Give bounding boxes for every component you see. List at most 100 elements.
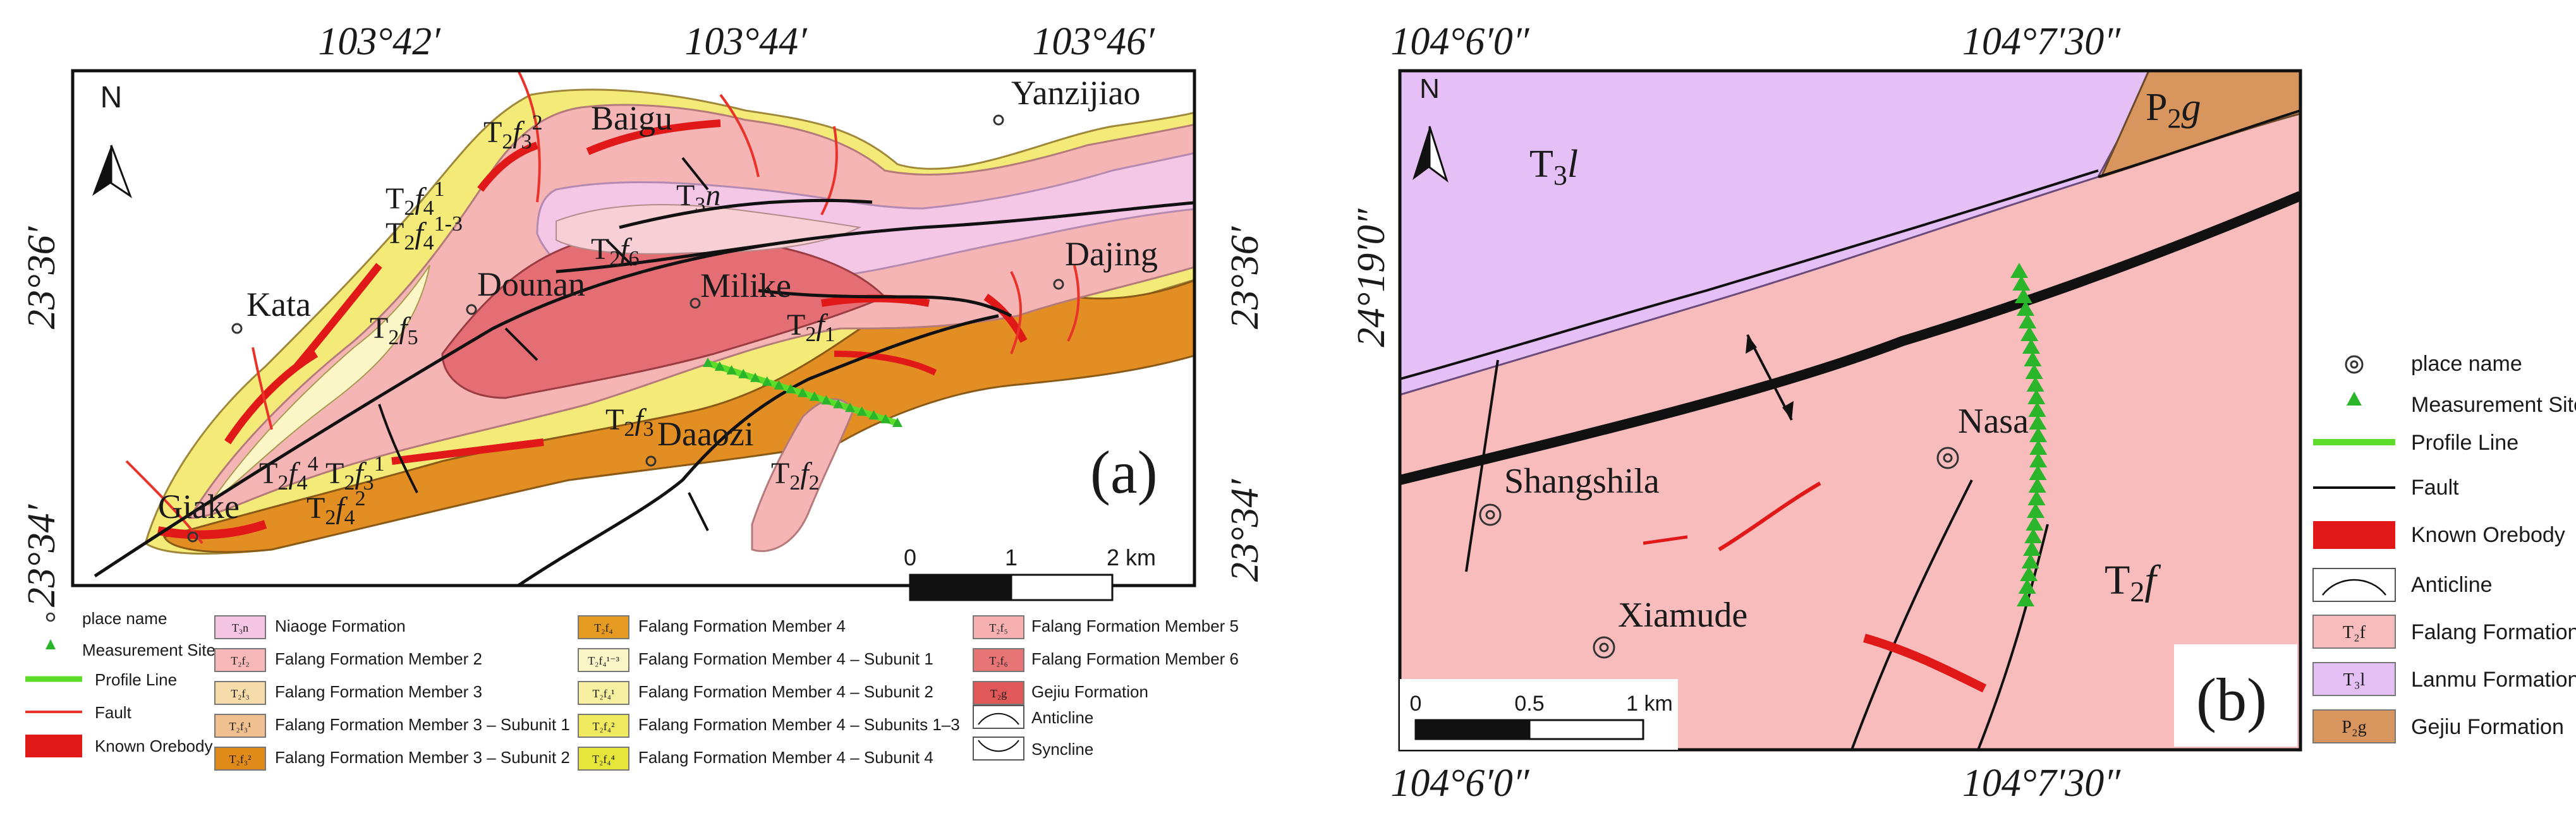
legend-item-label: Gejiu Formation: [1031, 682, 1148, 701]
scale-tick-b-2: 1 km: [1626, 692, 1673, 716]
legend-swatch-code: T₂f₄¹: [593, 687, 615, 700]
scale-bar-b: 0 0.5 1 km: [1410, 692, 1673, 740]
unit-label-t2f4-1: T2f41: [386, 177, 445, 220]
place-milike: Milike: [700, 267, 791, 304]
major-fault-b: [1400, 191, 2300, 485]
measurement-sites-a: [703, 358, 902, 427]
measurement-site-marker: [714, 361, 725, 371]
map-frame-b: [1398, 69, 2302, 752]
legend-swatch-code: T₃l: [2343, 670, 2366, 690]
measurement-site-marker: [774, 380, 784, 390]
place-kata: Kata: [246, 286, 311, 323]
legend-item-label: Falang Formation Member 4: [638, 616, 846, 635]
legend-swatch: [973, 648, 1024, 672]
place-nasa: Nasa: [1958, 402, 2029, 441]
legend-item-label: Niaoge Formation: [275, 616, 406, 635]
unit-label-t2f3-2: T2f32: [483, 111, 543, 153]
measurement-site-marker: [2020, 566, 2038, 581]
measurement-site-marker: [2021, 553, 2039, 568]
legend-item-label: Falang Formation Member 6: [1031, 649, 1239, 668]
scale-box-a: [860, 436, 1188, 580]
legend-swatch: [578, 648, 629, 672]
measurement-site-marker: [2022, 339, 2040, 354]
legend-item-label: Falang Formation: [2411, 620, 2576, 644]
legend-b: T₂f Falang Formation T₃l Lanmu Formation P₂g…: [2312, 352, 2576, 743]
panel-label-a: (a): [1090, 438, 1158, 506]
legend-swatch-code: T₂f₃²: [229, 753, 252, 766]
measurement-site-marker: [821, 395, 832, 405]
legend-item-label: Falang Formation Member 4 – Subunit 4: [638, 748, 933, 767]
legend-swatch: [578, 714, 629, 738]
measurement-site-marker: [2029, 440, 2048, 455]
measurement-site-marker: [880, 414, 891, 424]
legend-a-measurement-site: Measurement Site: [82, 641, 216, 659]
unit-label-t3n: T3n: [676, 179, 720, 217]
legend-swatch: [973, 615, 1024, 639]
measurement-site-marker: [703, 358, 713, 367]
north-arrow-a: N: [92, 81, 133, 198]
anticline-axis-b: [1746, 334, 1793, 421]
measurement-site-marker: [2029, 427, 2047, 442]
scale-tick-a-0: 0: [904, 544, 916, 570]
top-coord-a-3: 103°46′: [1032, 20, 1155, 63]
place-marker: [690, 298, 701, 309]
measurement-site-marker: [892, 418, 902, 427]
legend-swatch-code: T₂f₄: [594, 622, 613, 634]
legend-swatch: [214, 747, 266, 771]
legend-swatch-code: T₂g: [990, 687, 1007, 700]
place-shangshila: Shangshila: [1504, 462, 1660, 501]
place-marker: [645, 455, 657, 467]
left-coord-b: 24°19′0″: [1350, 208, 1393, 347]
measurement-site-icon: [46, 639, 56, 649]
panel-a-map: 103°42′ 103°44′ 103°46′ 23°36′ 23°34′ 23…: [20, 20, 1267, 607]
north-label-b: N: [1419, 73, 1440, 104]
legend-item-label: Falang Formation Member 2: [275, 649, 482, 668]
legend-swatch-code: T₂f₆: [989, 654, 1008, 667]
measurement-site-marker: [2028, 402, 2046, 417]
measurement-site-marker: [738, 368, 749, 378]
unit-label-t3l: T3l: [1529, 143, 1578, 191]
north-label-a: N: [100, 81, 123, 114]
measurement-site-marker: [750, 372, 760, 382]
place-marker: [1479, 503, 1502, 526]
measurement-site-marker: [726, 364, 737, 375]
measurement-site-marker: [2014, 288, 2032, 303]
place-yanzijiao: Yanzijiao: [1011, 74, 1141, 112]
top-coord-b-1: 104°6′0″: [1390, 20, 1529, 63]
measurement-site-marker: [2026, 515, 2044, 531]
measurement-site-marker: [786, 383, 796, 394]
legend-a-syncline: Syncline: [1031, 740, 1093, 759]
measurement-site-marker: [2018, 579, 2036, 594]
legend-b-measurement-site: Measurement Site: [2411, 393, 2576, 417]
place-daaozi: Daaozi: [657, 415, 754, 453]
legend-swatch: [578, 747, 629, 771]
legend-item-label: Falang Formation Member 4 – Subunits 1–3: [638, 715, 960, 734]
unit-label-t2f4-4: T2f44: [259, 452, 319, 495]
unit-label-p2g: P2g: [2146, 86, 2201, 134]
right-coord-a-1: 23°36′: [1224, 226, 1267, 329]
panel-b-map: 104°6′0″ 104°7′30″ 104°6′0″ 104°7′30″ 24…: [1350, 20, 2302, 805]
legend-b-units: T₂f Falang Formation T₃l Lanmu Formation P₂g…: [2312, 615, 2576, 743]
top-coord-a-2: 103°44′: [684, 20, 808, 63]
legend-b-known-orebody: Known Orebody: [2411, 523, 2565, 547]
place-dounan: Dounan: [477, 265, 585, 303]
anticline-icon: [2312, 568, 2396, 602]
measurement-site-marker: [2029, 465, 2047, 480]
legend-item-label: Falang Formation Member 4 – Subunit 1: [638, 649, 933, 668]
lanmu-formation-area: [1400, 71, 2156, 396]
measurement-site-marker: [2017, 301, 2035, 316]
bottom-coord-b-2: 104°7′30″: [1962, 762, 2121, 805]
place-marker: [187, 531, 198, 543]
legend-swatch: [2312, 662, 2396, 696]
measurement-site-marker: [762, 376, 772, 386]
legend-swatch-code: T₂f₅: [989, 622, 1008, 634]
geology-layers-b: [1400, 71, 2300, 750]
measurement-site-marker: [2029, 414, 2047, 430]
measurement-site-marker: [809, 391, 820, 401]
unit-labels-b: T3l P2g T2f: [1529, 86, 2201, 608]
legend-a-profile-line: Profile Line: [95, 670, 177, 689]
unit-label-t2f3: T2f3: [605, 403, 654, 441]
legend-swatch: [2312, 709, 2396, 743]
measurement-site-marker: [2010, 263, 2028, 278]
measurement-site-marker: [2024, 351, 2042, 366]
